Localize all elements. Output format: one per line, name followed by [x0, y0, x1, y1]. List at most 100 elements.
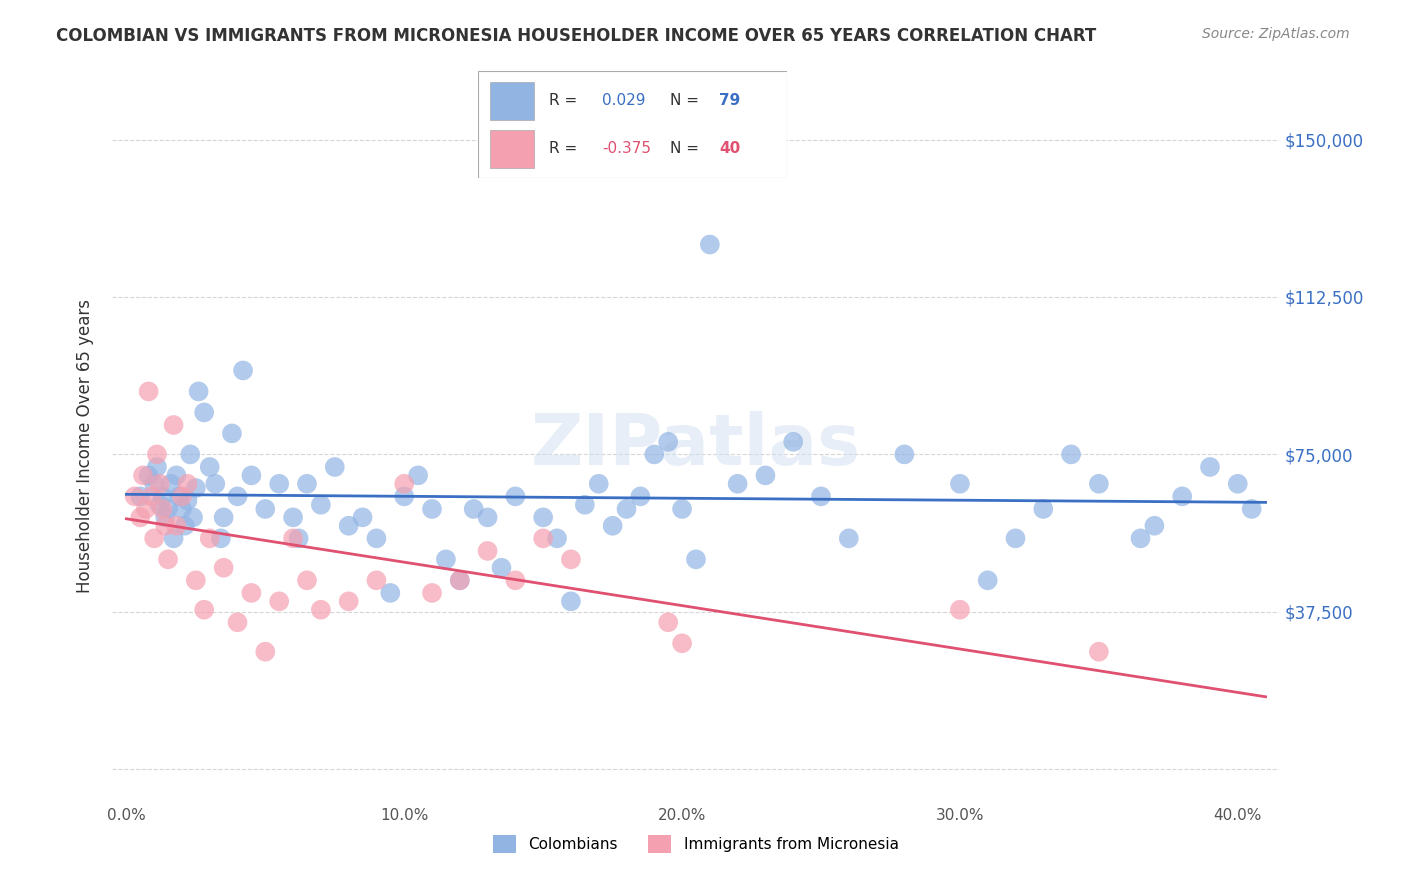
- Text: N =: N =: [669, 141, 703, 156]
- Point: [560, 552, 582, 566]
- Point: [135, 502, 157, 516]
- Point: [531, 510, 554, 524]
- Text: Source: ZipAtlas.com: Source: ZipAtlas.com: [1202, 27, 1350, 41]
- Point: [1032, 502, 1054, 516]
- Point: [463, 502, 485, 516]
- Point: [198, 460, 221, 475]
- Point: [949, 476, 972, 491]
- Point: [155, 510, 177, 524]
- Point: [1226, 476, 1249, 491]
- Point: [323, 460, 346, 475]
- Point: [173, 518, 195, 533]
- Point: [204, 476, 226, 491]
- Point: [406, 468, 429, 483]
- Text: 40: 40: [720, 141, 741, 156]
- Point: [170, 489, 193, 503]
- Point: [449, 574, 471, 588]
- Point: [546, 532, 568, 546]
- Point: [420, 502, 443, 516]
- Point: [491, 560, 513, 574]
- Point: [269, 476, 291, 491]
- Point: [1129, 532, 1152, 546]
- Point: [149, 476, 172, 491]
- Bar: [491, 130, 534, 168]
- Point: [129, 489, 152, 503]
- Point: [141, 489, 163, 503]
- Point: [146, 447, 169, 461]
- Point: [281, 510, 304, 524]
- Point: [138, 468, 160, 483]
- Point: [165, 468, 187, 483]
- Point: [643, 447, 665, 461]
- Point: [176, 476, 198, 491]
- Text: COLOMBIAN VS IMMIGRANTS FROM MICRONESIA HOUSEHOLDER INCOME OVER 65 YEARS CORRELA: COLOMBIAN VS IMMIGRANTS FROM MICRONESIA …: [56, 27, 1097, 45]
- Point: [295, 574, 318, 588]
- Point: [152, 489, 174, 503]
- Legend: Colombians, Immigrants from Micronesia: Colombians, Immigrants from Micronesia: [488, 829, 904, 859]
- Point: [179, 447, 201, 461]
- Point: [221, 426, 243, 441]
- Point: [477, 544, 499, 558]
- Point: [394, 489, 416, 503]
- Point: [1088, 645, 1111, 659]
- Point: [1060, 447, 1083, 461]
- Point: [352, 510, 374, 524]
- Point: [699, 237, 721, 252]
- Y-axis label: Householder Income Over 65 years: Householder Income Over 65 years: [76, 299, 94, 593]
- Point: [657, 434, 679, 449]
- Point: [574, 498, 596, 512]
- Point: [138, 384, 160, 399]
- Point: [226, 615, 249, 630]
- Point: [295, 476, 318, 491]
- Point: [1171, 489, 1194, 503]
- Point: [212, 510, 235, 524]
- Point: [281, 532, 304, 546]
- Text: 79: 79: [720, 93, 741, 108]
- Point: [560, 594, 582, 608]
- Point: [162, 417, 184, 432]
- Point: [477, 510, 499, 524]
- Point: [838, 532, 860, 546]
- Point: [176, 493, 198, 508]
- Point: [226, 489, 249, 503]
- Point: [628, 489, 651, 503]
- Point: [129, 510, 152, 524]
- Point: [616, 502, 638, 516]
- Point: [531, 532, 554, 546]
- Point: [420, 586, 443, 600]
- Point: [434, 552, 457, 566]
- Point: [366, 574, 388, 588]
- Point: [212, 560, 235, 574]
- Point: [394, 476, 416, 491]
- Point: [1143, 518, 1166, 533]
- Point: [269, 594, 291, 608]
- Point: [449, 574, 471, 588]
- Point: [671, 502, 693, 516]
- Text: 0.029: 0.029: [602, 93, 645, 108]
- Point: [254, 645, 277, 659]
- Point: [181, 510, 204, 524]
- Point: [152, 502, 174, 516]
- Text: ZIPatlas: ZIPatlas: [531, 411, 860, 481]
- Point: [1088, 476, 1111, 491]
- Point: [1004, 532, 1026, 546]
- Point: [727, 476, 749, 491]
- Point: [149, 498, 172, 512]
- Point: [671, 636, 693, 650]
- Text: N =: N =: [669, 93, 703, 108]
- Point: [782, 434, 804, 449]
- Point: [254, 502, 277, 516]
- Point: [240, 468, 263, 483]
- Text: -0.375: -0.375: [602, 141, 651, 156]
- Bar: [491, 82, 534, 120]
- Point: [240, 586, 263, 600]
- Point: [287, 532, 309, 546]
- Point: [657, 615, 679, 630]
- Text: R =: R =: [550, 93, 582, 108]
- Point: [337, 518, 360, 533]
- Point: [124, 489, 146, 503]
- Point: [167, 489, 190, 503]
- Point: [685, 552, 707, 566]
- Point: [505, 574, 527, 588]
- Point: [165, 518, 187, 533]
